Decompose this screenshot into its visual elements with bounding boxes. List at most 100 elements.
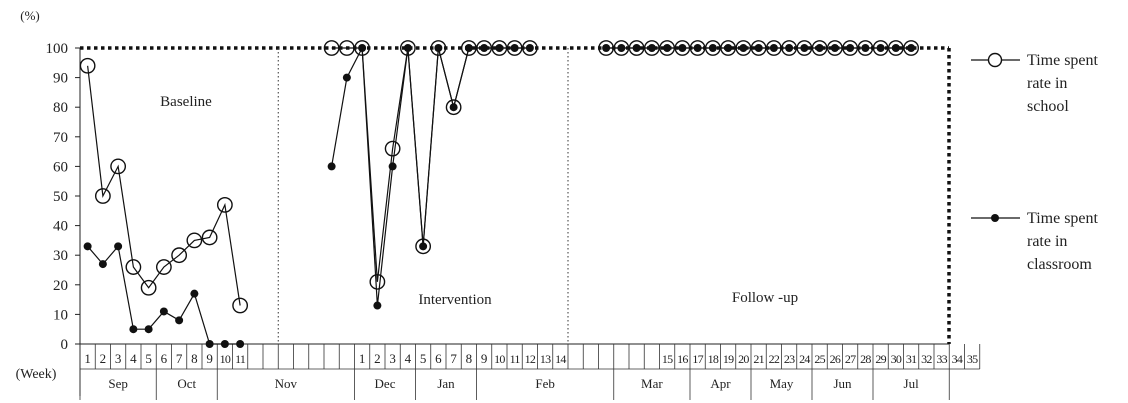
- series-school: [87, 47, 912, 306]
- data-point-open: [506, 40, 523, 56]
- x-week-label: 28: [860, 352, 871, 366]
- phase-label-followup: Follow -up: [732, 290, 798, 306]
- y-tick-label: 100: [46, 41, 69, 57]
- data-point-open: [720, 40, 737, 56]
- data-point-open: [216, 196, 233, 213]
- data-point-open: [872, 40, 889, 56]
- data-point-open: [842, 40, 859, 56]
- data-point-open: [110, 158, 127, 175]
- data-point-open: [94, 188, 111, 204]
- x-week-label: 31: [906, 352, 917, 366]
- legend-label-line: rate in: [1027, 75, 1067, 92]
- phase-label-intervention: Intervention: [418, 292, 492, 308]
- month-label-may: May: [770, 376, 794, 391]
- data-point-filled: [678, 44, 687, 52]
- month-label-jun: Jun: [833, 376, 852, 391]
- month-label-dec: Dec: [375, 376, 396, 391]
- x-week-label: 27: [845, 352, 856, 366]
- data-point-open: [521, 40, 538, 56]
- data-point-open: [171, 247, 188, 264]
- data-point-open: [659, 40, 676, 56]
- month-label-sep: Sep: [108, 376, 128, 391]
- data-point-open: [460, 40, 477, 56]
- data-point-open: [689, 40, 706, 56]
- x-week-label: 4: [405, 351, 412, 366]
- x-week-label: 6: [161, 351, 168, 366]
- y-tick-label: 30: [53, 248, 68, 264]
- data-point-filled: [846, 44, 855, 52]
- data-point-filled: [175, 316, 184, 325]
- y-tick-label: 50: [53, 189, 68, 205]
- data-point-open: [140, 279, 157, 296]
- y-tick-label: 80: [53, 100, 68, 116]
- data-point-filled: [129, 325, 138, 334]
- y-tick-label: 0: [61, 337, 69, 353]
- month-label-apr: Apr: [710, 376, 731, 391]
- x-week-label: 33: [936, 352, 947, 366]
- data-point-filled: [83, 242, 92, 251]
- data-point-filled: [403, 44, 412, 52]
- phase-regions: Baseline Intervention Follow -up: [80, 46, 951, 344]
- month-label-oct: Oct: [177, 376, 196, 391]
- x-week-label: 25: [814, 352, 825, 366]
- month-label-mar: Mar: [641, 376, 663, 391]
- x-week-label: 15: [662, 352, 673, 366]
- data-point-filled: [144, 325, 153, 334]
- data-point-open: [887, 40, 904, 56]
- legend-marker-open: [987, 52, 1003, 68]
- data-point-filled: [449, 103, 458, 112]
- data-point-open: [399, 40, 416, 56]
- data-point-open: [811, 40, 828, 56]
- data-point-filled: [159, 307, 168, 316]
- x-week-label: 16: [677, 352, 688, 366]
- data-point-filled: [495, 44, 504, 52]
- series-line-segment: [87, 244, 241, 345]
- x-week-label: 21: [753, 352, 764, 366]
- data-point-open: [338, 40, 355, 56]
- y-tick-label: 60: [53, 159, 68, 175]
- legend-label-line: Time spent: [1027, 210, 1099, 227]
- data-point-open: [826, 40, 843, 56]
- data-point-open: [796, 40, 813, 56]
- data-point-open: [430, 40, 447, 56]
- x-week-label: 9: [481, 351, 488, 366]
- legend-item-classroom: Time spent rate in classroom: [971, 210, 1099, 273]
- data-point-filled: [388, 162, 397, 171]
- data-point-open: [903, 40, 920, 56]
- data-point-open: [613, 40, 630, 56]
- data-point-filled: [342, 73, 351, 82]
- series-line-segment: [331, 45, 530, 306]
- data-point-filled: [419, 242, 428, 251]
- data-point-filled: [525, 44, 534, 52]
- data-point-open: [765, 40, 782, 56]
- x-week-label: 20: [738, 352, 749, 366]
- data-point-open: [155, 259, 172, 275]
- x-week-label: 22: [769, 352, 780, 366]
- x-week-label: 3: [389, 351, 396, 366]
- data-point-open: [750, 40, 767, 56]
- x-week-label: 3: [115, 351, 122, 366]
- phase-label-baseline: Baseline: [160, 94, 212, 110]
- legend: Time spent rate in school Time spent rate in…: [971, 52, 1099, 273]
- data-point-filled: [510, 44, 519, 52]
- x-week-label: 6: [435, 351, 442, 366]
- x-week-label: 1: [359, 351, 366, 366]
- series-line-segment: [87, 65, 241, 306]
- x-week-label: 14: [555, 352, 566, 366]
- x-week-label: 30: [891, 352, 902, 366]
- data-point-open: [735, 40, 752, 56]
- x-week-label: 11: [235, 352, 246, 366]
- data-point-open: [857, 40, 874, 56]
- data-point-filled: [434, 44, 443, 52]
- data-point-filled: [327, 162, 336, 171]
- data-point-open: [415, 238, 432, 255]
- data-point-filled: [739, 44, 748, 52]
- x-week-label: 35: [967, 352, 978, 366]
- y-tick-label: 20: [53, 278, 68, 294]
- x-week-label: 7: [450, 351, 457, 366]
- data-point-open: [232, 297, 249, 314]
- data-point-open: [369, 273, 386, 290]
- data-point-open: [125, 259, 142, 275]
- x-week-label: 1: [84, 351, 91, 366]
- data-point-filled: [358, 44, 367, 52]
